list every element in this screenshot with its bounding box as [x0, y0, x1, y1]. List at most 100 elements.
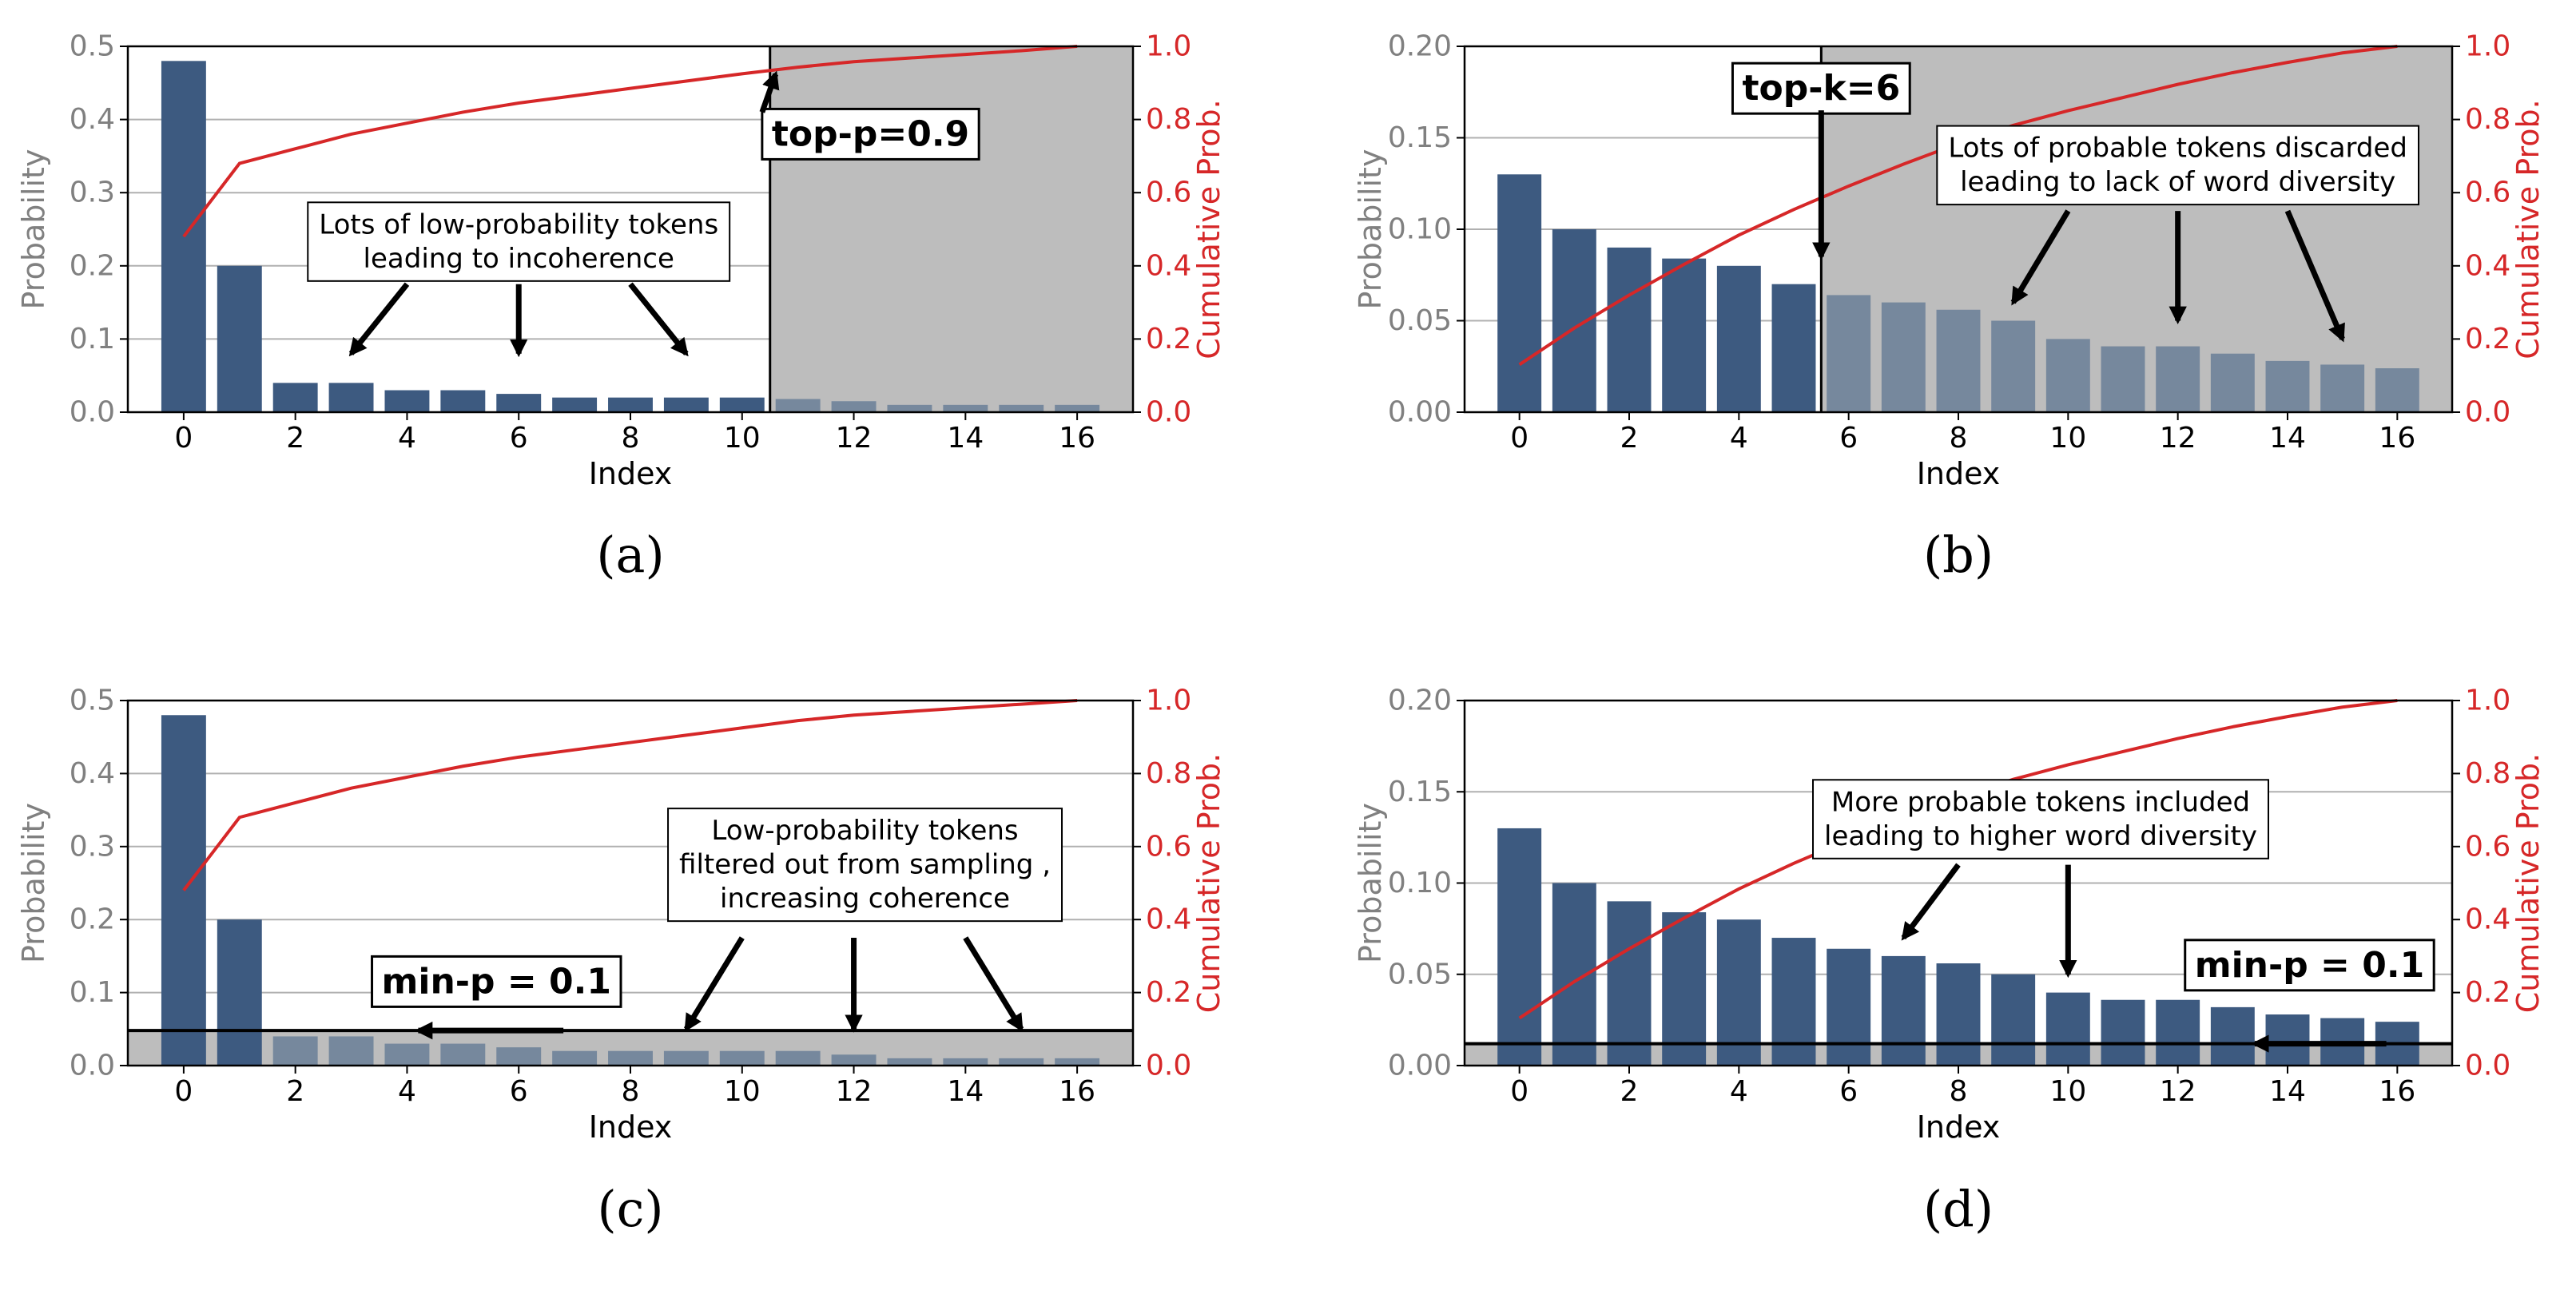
bar-index-3 — [1662, 258, 1707, 412]
y-tick-label: 0.5 — [70, 30, 115, 63]
bar-index-10 — [719, 1050, 765, 1066]
annotation-arrow — [963, 936, 1024, 1033]
y-tick-label: 0.3 — [70, 177, 115, 209]
bar-index-8 — [1936, 309, 1981, 412]
y2-tick-label: 0.4 — [2465, 903, 2510, 936]
x-tick-label: 12 — [836, 1075, 873, 1108]
bar-index-3 — [1662, 912, 1707, 1066]
bar-index-4 — [1716, 919, 1761, 1066]
cutoff-label-text: top-k=6 — [1742, 68, 1900, 109]
bar-index-6 — [1827, 948, 1871, 1066]
x-tick-label: 12 — [836, 422, 873, 455]
y-tick-label: 0.0 — [70, 1050, 115, 1082]
bar-index-2 — [1607, 901, 1652, 1066]
annotation-text: More probable tokens included — [1831, 786, 2250, 818]
bar-index-7 — [1881, 955, 1926, 1066]
bar-index-14 — [943, 404, 988, 412]
panel-caption: (d) — [1923, 1180, 1994, 1238]
bar-index-1 — [1552, 883, 1596, 1066]
y2-tick-label: 1.0 — [1146, 685, 1191, 717]
y2-axis-label: Cumulative Prob. — [2510, 753, 2546, 1013]
x-tick-label: 2 — [286, 422, 304, 455]
bar-index-2 — [272, 383, 318, 412]
x-tick-label: 8 — [1950, 1075, 1968, 1108]
x-tick-label: 4 — [398, 1075, 416, 1108]
bar-index-7 — [1881, 302, 1926, 412]
bar-index-13 — [887, 404, 932, 412]
panel-caption: (a) — [596, 526, 664, 584]
x-tick-label: 8 — [622, 1075, 640, 1108]
cutoff-label-text: min-p = 0.1 — [2195, 945, 2424, 986]
y-tick-label: 0.00 — [1388, 1050, 1452, 1082]
y2-tick-label: 0.6 — [1146, 830, 1191, 863]
y2-tick-label: 0.4 — [2465, 249, 2510, 282]
y2-tick-label: 1.0 — [2465, 685, 2510, 717]
cutoff-label-frame — [761, 107, 980, 161]
y2-tick-label: 0.2 — [2465, 323, 2510, 355]
chart-panel-1: 0.0 0.1 0.2 0.3 0.4 0.5 0.0 0.2 0.4 0.6 0.8 1.0 0 2 4 6… — [16, 30, 1226, 585]
bar-index-11 — [775, 1050, 821, 1066]
cutoff-label-text: min-p = 0.1 — [382, 961, 611, 1002]
bar-index-1 — [217, 265, 262, 412]
annotation-frame — [1812, 779, 2269, 859]
x-tick-label: 10 — [2049, 422, 2086, 455]
x-tick-label: 4 — [398, 422, 416, 455]
y-tick-label: 0.0 — [70, 396, 115, 429]
annotation-text: Lots of low-probability tokens — [319, 208, 718, 240]
cutoff-label: top-p=0.9 — [761, 107, 980, 161]
bar-index-2 — [1607, 247, 1652, 412]
cutoff-label: min-p = 0.1 — [2184, 939, 2435, 992]
y-axis-label: Probability — [16, 149, 51, 310]
annotation-frame — [667, 808, 1063, 923]
bar-index-16 — [1055, 404, 1100, 412]
bar-index-0 — [1497, 174, 1542, 413]
y2-tick-label: 0.0 — [2465, 396, 2510, 429]
bar-index-9 — [1991, 320, 2036, 412]
y2-tick-label: 0.8 — [1146, 103, 1191, 136]
bar-index-5 — [1771, 938, 1816, 1066]
cutoff-label: min-p = 0.1 — [371, 955, 622, 1008]
y-tick-label: 0.05 — [1388, 958, 1452, 990]
bar-index-8 — [608, 397, 653, 412]
bar-index-12 — [2156, 999, 2200, 1066]
annotation-text: Low-probability tokens — [711, 815, 1018, 847]
y2-tick-label: 0.2 — [2465, 976, 2510, 1009]
x-tick-label: 0 — [1510, 1075, 1529, 1108]
annotation-arrow — [2010, 209, 2071, 306]
annotation-frame — [1936, 125, 2420, 206]
chart-panel-2: 0.00 0.05 0.10 0.15 0.20 0.0 0.2 0.4 0.6 0.8 1.0 0 2… — [1353, 30, 2546, 585]
chart-panel-3: 0.0 0.1 0.2 0.3 0.4 0.5 0.0 0.2 0.4 0.6 0.8 1.0 0 2 4 6… — [16, 685, 1226, 1239]
bar-index-6 — [496, 1047, 542, 1066]
y-tick-label: 0.15 — [1388, 776, 1452, 808]
bar-index-16 — [2375, 368, 2419, 412]
cutoff-label-text: top-p=0.9 — [772, 113, 969, 154]
bar-index-12 — [2156, 346, 2200, 412]
y2-axis-label: Cumulative Prob. — [2510, 99, 2546, 359]
y2-axis-label: Cumulative Prob. — [1191, 753, 1226, 1013]
bar-index-0 — [1497, 828, 1542, 1066]
x-axis-label: Index — [1917, 1110, 2001, 1145]
x-tick-label: 14 — [947, 1075, 984, 1108]
bar-index-1 — [1552, 229, 1596, 412]
bar-index-4 — [384, 1043, 430, 1066]
bar-index-5 — [1771, 284, 1816, 412]
x-tick-label: 6 — [510, 422, 528, 455]
cutoff-label-arrow — [759, 70, 780, 113]
bar-index-10 — [719, 397, 765, 412]
x-tick-label: 0 — [1510, 422, 1529, 455]
x-tick-label: 16 — [1059, 1075, 1095, 1108]
y-tick-label: 0.2 — [70, 249, 115, 282]
x-tick-label: 14 — [2269, 1075, 2306, 1108]
x-tick-label: 6 — [1839, 422, 1858, 455]
bar-index-11 — [775, 399, 821, 412]
bar-index-3 — [328, 1036, 374, 1066]
cutoff-label-frame — [2184, 939, 2435, 992]
x-tick-label: 10 — [2049, 1075, 2086, 1108]
x-tick-label: 4 — [1730, 1075, 1748, 1108]
bar-index-9 — [1991, 974, 2036, 1066]
y2-tick-label: 1.0 — [2465, 30, 2510, 63]
cutoff-label: top-k=6 — [1731, 62, 1911, 115]
bar-index-5 — [440, 1043, 486, 1066]
